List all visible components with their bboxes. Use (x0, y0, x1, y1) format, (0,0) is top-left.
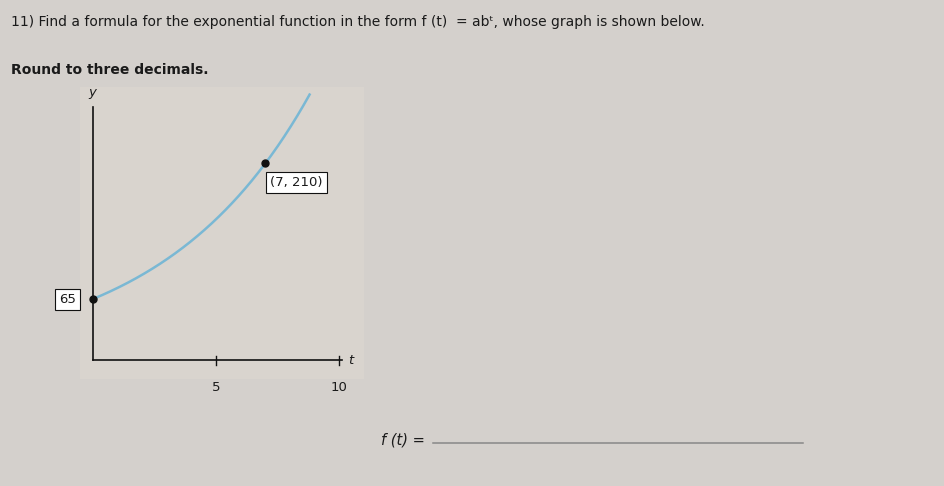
Text: y: y (89, 86, 96, 99)
Text: 5: 5 (211, 381, 220, 394)
Text: f (t) =: f (t) = (381, 433, 430, 447)
Text: t: t (348, 354, 353, 367)
Text: 10: 10 (330, 381, 347, 394)
Text: 65: 65 (59, 293, 76, 306)
Text: (7, 210): (7, 210) (270, 176, 322, 189)
Text: 11) Find a formula for the exponential function in the form f (t)  = abᵗ, whose : 11) Find a formula for the exponential f… (11, 15, 704, 29)
Text: Round to three decimals.: Round to three decimals. (11, 63, 209, 77)
